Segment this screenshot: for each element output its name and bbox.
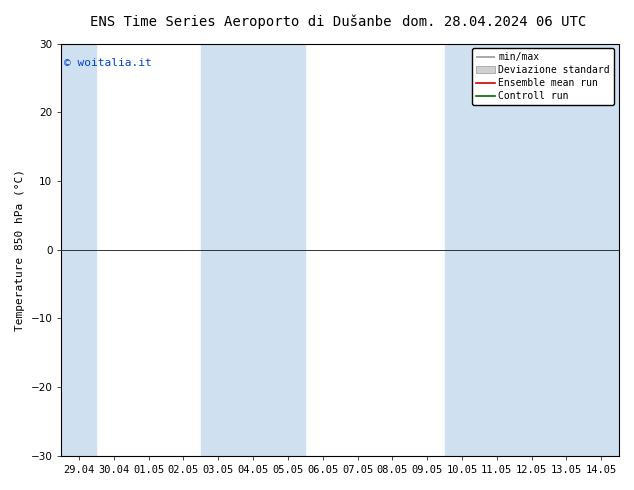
- Text: ENS Time Series Aeroporto di Dušanbe: ENS Time Series Aeroporto di Dušanbe: [90, 15, 392, 29]
- Text: © woitalia.it: © woitalia.it: [64, 58, 152, 68]
- Bar: [201, 44, 305, 456]
- Text: dom. 28.04.2024 06 UTC: dom. 28.04.2024 06 UTC: [403, 15, 586, 29]
- Bar: [61, 44, 96, 456]
- Y-axis label: Temperature 850 hPa (°C): Temperature 850 hPa (°C): [15, 169, 25, 331]
- Bar: [444, 44, 619, 456]
- Legend: min/max, Deviazione standard, Ensemble mean run, Controll run: min/max, Deviazione standard, Ensemble m…: [472, 49, 614, 105]
